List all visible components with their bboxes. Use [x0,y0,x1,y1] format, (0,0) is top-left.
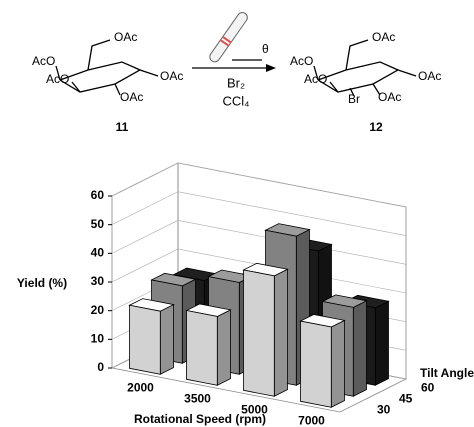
depth-axis-label: Tilt Angle (°) [420,366,474,380]
y-tick-label: 60 [91,188,105,202]
grid-line [111,162,407,208]
ring [59,61,142,93]
bar-side [352,300,367,397]
bond [55,65,61,81]
bond [372,83,381,96]
grid-line [111,191,407,236]
theta: θ [262,42,269,56]
bar-side [216,309,231,386]
bar-side [374,300,389,386]
label: AcO [304,72,327,86]
reagent: Br₂ [227,75,245,90]
label: OAc [114,30,137,44]
y-tick-label: 10 [91,332,105,346]
y-tick-label: 20 [91,303,105,317]
label: OAc [160,69,183,83]
solvent: CCl₄ [223,93,250,108]
legend-label: 30 [377,403,391,417]
y-axis-label: Yield (%) [17,276,67,290]
y-tick-label: 50 [91,217,105,231]
label: AcO [46,72,69,86]
x-axis-label: Rotational Speed (rpm) [134,412,266,426]
bond [397,69,417,77]
bar [300,320,332,408]
x-tick-label: 2000 [127,381,154,395]
bar-side [330,319,345,408]
label: AcO [290,54,313,68]
label: Br [348,92,360,106]
bar-side [159,303,174,375]
bond [139,69,159,77]
y-tick-label: 30 [91,274,105,288]
y-tick-label: 0 [97,360,104,374]
label: OAc [372,30,395,44]
legend-label: 60 [421,381,435,395]
tube [209,12,248,63]
arrowhead [266,64,276,72]
bond [114,83,121,96]
ring [317,61,400,93]
bar [243,269,275,397]
bond [349,87,355,97]
label: AcO [32,54,55,68]
compound-number: 12 [369,120,383,134]
bar-side [273,268,288,397]
x-tick-label: 7000 [298,414,325,427]
y-tick-label: 40 [91,246,105,260]
legend-label: 45 [399,392,413,406]
x-tick-label: 5000 [241,403,268,417]
bond [87,39,111,71]
bond [313,65,319,81]
chart: Yield (%) Rotational Speed (rpm) Tilt An… [17,162,474,427]
bond [71,81,81,93]
x-tick-label: 3500 [184,392,211,406]
bond [345,39,369,71]
label: OAc [418,69,441,83]
compound-number: 11 [116,120,129,134]
label: OAc [378,90,401,104]
scheme: OAc AcO AcO OAc OAc 11 θ Br₂ CCl₄ OAc Ac… [32,12,441,134]
label: OAc [120,90,143,104]
bar [186,310,218,386]
bar [129,304,161,375]
bond [329,81,339,93]
